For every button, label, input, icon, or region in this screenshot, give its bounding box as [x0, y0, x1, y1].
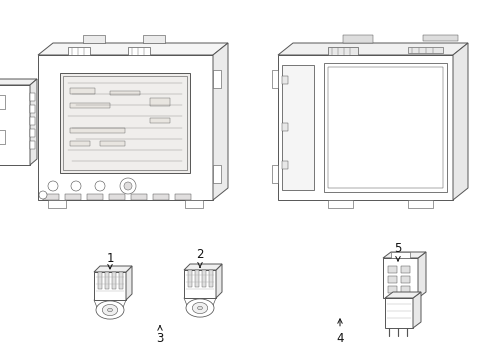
Polygon shape	[383, 252, 426, 258]
Polygon shape	[175, 194, 191, 200]
Polygon shape	[30, 105, 35, 113]
Polygon shape	[401, 266, 410, 273]
Ellipse shape	[192, 302, 208, 314]
Polygon shape	[185, 200, 203, 208]
Ellipse shape	[96, 301, 124, 319]
Polygon shape	[0, 130, 5, 144]
Polygon shape	[150, 98, 170, 106]
Text: 3: 3	[156, 326, 164, 345]
Polygon shape	[282, 65, 314, 190]
Circle shape	[124, 182, 132, 190]
Polygon shape	[43, 194, 59, 200]
Polygon shape	[131, 194, 147, 200]
Circle shape	[71, 181, 81, 191]
Polygon shape	[401, 286, 410, 293]
Polygon shape	[343, 35, 373, 43]
Polygon shape	[213, 43, 228, 200]
Polygon shape	[128, 47, 150, 55]
Polygon shape	[328, 47, 358, 55]
Text: 1: 1	[106, 252, 114, 269]
Polygon shape	[408, 47, 443, 53]
Polygon shape	[126, 266, 132, 300]
Polygon shape	[30, 141, 35, 149]
Polygon shape	[278, 55, 453, 200]
Polygon shape	[408, 200, 433, 208]
Bar	[63, 76, 187, 170]
Circle shape	[120, 178, 136, 194]
Polygon shape	[213, 70, 221, 88]
Polygon shape	[0, 95, 5, 109]
Ellipse shape	[102, 305, 118, 316]
Polygon shape	[184, 264, 222, 270]
Polygon shape	[87, 194, 103, 200]
Polygon shape	[109, 194, 125, 200]
Polygon shape	[110, 91, 140, 95]
Ellipse shape	[107, 308, 112, 312]
Polygon shape	[282, 76, 288, 84]
Polygon shape	[385, 292, 421, 298]
Polygon shape	[153, 194, 169, 200]
Ellipse shape	[197, 306, 202, 310]
Polygon shape	[202, 270, 206, 287]
Polygon shape	[282, 161, 288, 169]
Polygon shape	[324, 63, 447, 192]
Polygon shape	[195, 270, 199, 287]
Polygon shape	[184, 270, 216, 298]
Ellipse shape	[186, 299, 214, 317]
Polygon shape	[423, 35, 458, 41]
Polygon shape	[391, 252, 410, 258]
Polygon shape	[385, 298, 413, 328]
Polygon shape	[30, 79, 37, 165]
Polygon shape	[213, 165, 221, 183]
Polygon shape	[94, 272, 126, 300]
Polygon shape	[98, 272, 102, 289]
Polygon shape	[48, 200, 66, 208]
Polygon shape	[0, 85, 30, 165]
Polygon shape	[0, 79, 37, 85]
Polygon shape	[30, 129, 35, 137]
Polygon shape	[383, 258, 418, 298]
Polygon shape	[388, 276, 397, 283]
Circle shape	[95, 181, 105, 191]
Polygon shape	[112, 272, 116, 289]
Polygon shape	[70, 128, 125, 133]
Polygon shape	[209, 270, 213, 287]
Polygon shape	[388, 286, 397, 293]
Polygon shape	[70, 88, 95, 94]
Polygon shape	[418, 252, 426, 298]
Circle shape	[48, 181, 58, 191]
Polygon shape	[150, 118, 170, 123]
Polygon shape	[278, 43, 468, 55]
Circle shape	[39, 191, 47, 199]
Polygon shape	[65, 194, 81, 200]
Polygon shape	[68, 47, 90, 55]
Polygon shape	[100, 141, 125, 146]
Polygon shape	[328, 200, 353, 208]
Polygon shape	[83, 35, 105, 43]
Polygon shape	[70, 103, 110, 108]
Polygon shape	[282, 123, 288, 131]
Polygon shape	[38, 43, 228, 55]
Polygon shape	[413, 292, 421, 328]
Polygon shape	[401, 276, 410, 283]
Text: 2: 2	[196, 248, 204, 267]
Polygon shape	[272, 165, 278, 183]
Polygon shape	[272, 70, 278, 88]
Polygon shape	[119, 272, 123, 289]
Polygon shape	[143, 35, 165, 43]
Text: 5: 5	[394, 242, 402, 261]
Polygon shape	[70, 141, 90, 146]
Polygon shape	[30, 117, 35, 125]
Polygon shape	[38, 55, 213, 200]
Text: 4: 4	[336, 319, 344, 345]
Polygon shape	[105, 272, 109, 289]
Polygon shape	[453, 43, 468, 200]
Polygon shape	[216, 264, 222, 298]
Polygon shape	[188, 270, 192, 287]
Polygon shape	[388, 266, 397, 273]
Polygon shape	[60, 73, 190, 173]
Polygon shape	[94, 266, 132, 272]
Polygon shape	[30, 93, 35, 101]
